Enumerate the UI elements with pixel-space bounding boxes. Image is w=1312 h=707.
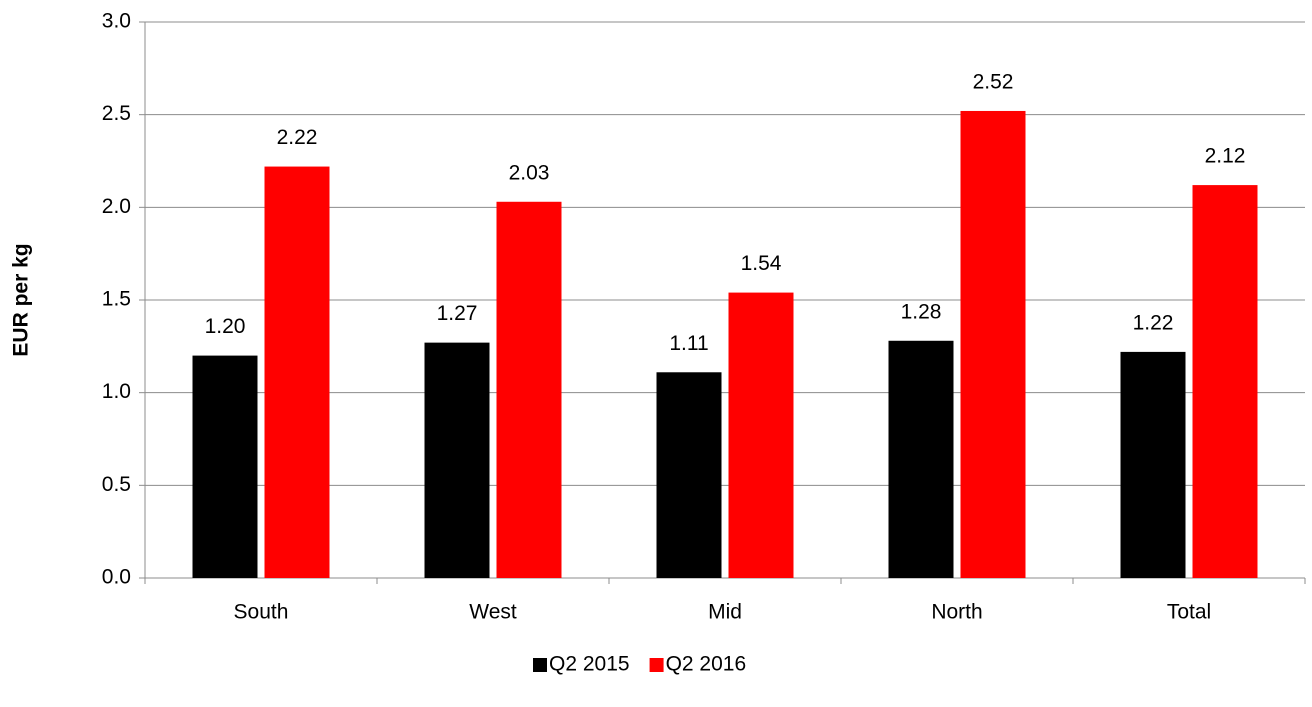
bar (656, 372, 722, 578)
value-label: 1.22 (1133, 311, 1174, 334)
bar (960, 110, 1026, 579)
y-tick-label: 0.5 (102, 473, 131, 496)
bar (888, 340, 954, 578)
x-tick-label: Mid (708, 601, 742, 624)
value-label: 1.54 (741, 252, 782, 275)
y-tick-label: 2.5 (102, 102, 131, 125)
value-label: 2.52 (973, 71, 1014, 94)
y-tick-label: 1.0 (102, 380, 131, 403)
value-label: 1.11 (669, 332, 708, 355)
value-label: 1.28 (901, 300, 942, 323)
y-axis-label: EUR per kg (10, 243, 33, 356)
x-tick-label: West (469, 601, 517, 624)
x-tick-label: North (931, 601, 982, 624)
y-tick-label: 2.0 (102, 195, 131, 218)
x-tick-label: South (234, 601, 289, 624)
legend-label: Q2 2016 (666, 653, 747, 676)
value-label: 2.22 (277, 126, 318, 149)
y-tick-label: 0.0 (102, 566, 131, 589)
value-label: 2.03 (509, 161, 550, 184)
bar (424, 342, 490, 578)
legend-label: Q2 2015 (549, 653, 630, 676)
legend-swatch (649, 658, 664, 672)
y-tick-label: 1.5 (102, 288, 131, 311)
value-label: 1.20 (205, 315, 246, 338)
bar (264, 166, 330, 578)
bar (192, 355, 258, 578)
legend-swatch (533, 658, 547, 672)
bar (728, 292, 794, 578)
value-label: 1.27 (437, 302, 478, 325)
value-label: 2.12 (1205, 145, 1246, 168)
bar (496, 201, 562, 579)
bar (1192, 185, 1258, 579)
x-tick-label: Total (1167, 601, 1211, 624)
y-tick-label: 3.0 (102, 10, 131, 33)
bar (1120, 351, 1186, 578)
